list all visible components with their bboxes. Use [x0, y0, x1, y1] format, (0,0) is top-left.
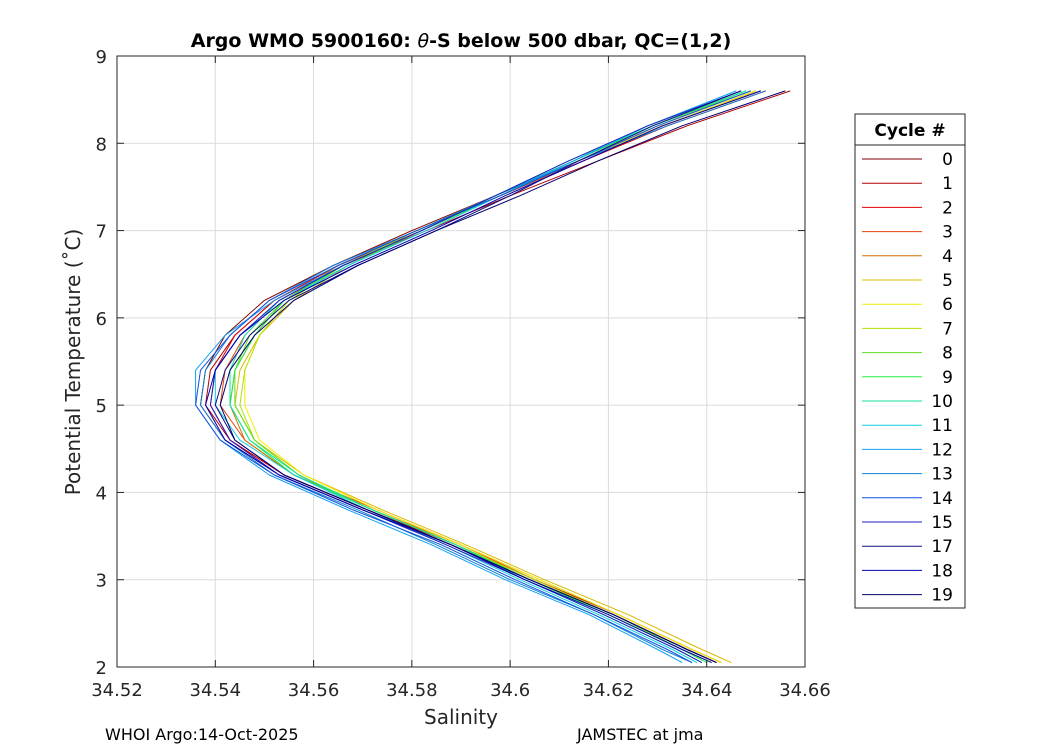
- legend-item-cycle-1: 1: [862, 174, 953, 194]
- y-tick-label: 5: [96, 396, 107, 417]
- legend-label: 15: [931, 513, 953, 533]
- legend-box: [854, 113, 966, 609]
- x-tick-label: 34.54: [190, 680, 242, 701]
- legend-label: 12: [931, 440, 953, 460]
- title-prefix: Argo WMO 5900160:: [191, 30, 418, 52]
- y-tick-label: 4: [96, 483, 107, 504]
- footer-source: WHOI Argo:14-Oct-2025: [105, 725, 299, 744]
- legend-label: 6: [942, 295, 953, 315]
- legend-label: 9: [942, 368, 953, 388]
- y-tick-label: 6: [96, 309, 107, 330]
- chart-title: Argo WMO 5900160: θ-S below 500 dbar, QC…: [191, 30, 732, 52]
- legend-item-cycle-14: 14: [862, 489, 953, 509]
- legend-item-cycle-19: 19: [862, 586, 953, 606]
- grid-lines: [117, 56, 805, 667]
- x-axis-label: Salinity: [424, 705, 498, 729]
- title-theta: θ: [417, 30, 429, 52]
- legend-label: 5: [942, 271, 953, 291]
- y-tick-label: 2: [96, 658, 107, 679]
- legend-item-cycle-2: 2: [862, 198, 953, 218]
- x-tick-label: 34.66: [779, 680, 831, 701]
- legend-item-cycle-0: 0: [862, 150, 953, 170]
- legend-item-cycle-17: 17: [862, 537, 953, 557]
- series-lines: [195, 90, 791, 664]
- axis-ticks: 34.52 34.54 34.56 34.58 34.6 34.62 34.64 34.66 2…: [91, 47, 831, 701]
- legend-label: 7: [942, 319, 953, 339]
- legend-item-cycle-9: 9: [862, 368, 953, 388]
- legend-label: 3: [942, 223, 953, 243]
- y-axis-label: Potential Temperature (˚C): [61, 229, 85, 496]
- legend-item-cycle-15: 15: [862, 513, 953, 533]
- y-tick-label: 3: [96, 571, 107, 592]
- x-tick-label: 34.64: [681, 680, 733, 701]
- legend-item-cycle-4: 4: [862, 247, 953, 267]
- legend-item-cycle-7: 7: [862, 319, 953, 339]
- legend-label: 19: [931, 586, 953, 606]
- legend-item-cycle-10: 10: [862, 392, 953, 412]
- legend-item-cycle-12: 12: [862, 440, 953, 460]
- legend-label: 2: [942, 198, 953, 218]
- legend-item-cycle-5: 5: [862, 271, 953, 291]
- legend-label: 4: [942, 247, 953, 267]
- legend-label: 1: [942, 174, 953, 194]
- legend-label: 17: [931, 537, 953, 557]
- legend-label: 13: [931, 465, 953, 485]
- x-tick-label: 34.52: [91, 680, 143, 701]
- series-line-cycle-13: [200, 90, 766, 664]
- legend-item-cycle-8: 8: [862, 344, 953, 364]
- y-tick-label: 7: [96, 222, 107, 243]
- x-tick-label: 34.58: [386, 680, 438, 701]
- legend-item-cycle-6: 6: [862, 295, 953, 315]
- legend-item-cycle-3: 3: [862, 223, 953, 243]
- series-line-cycle-18: [205, 90, 761, 664]
- legend-item-cycle-11: 11: [862, 416, 953, 436]
- legend-label: 8: [942, 344, 953, 364]
- legend-label: 18: [931, 561, 953, 581]
- legend-label: 11: [931, 416, 953, 436]
- title-suffix: -S below 500 dbar, QC=(1,2): [429, 30, 731, 52]
- legend-label: 0: [942, 150, 953, 170]
- legend-label: 14: [931, 489, 953, 509]
- series-line-cycle-19: [219, 90, 786, 664]
- y-tick-label: 9: [96, 47, 107, 68]
- series-line-cycle-14: [195, 90, 752, 664]
- footer-attribution: JAMSTEC at jma: [577, 725, 704, 744]
- legend-title: Cycle #: [874, 121, 945, 141]
- y-tick-label: 8: [96, 134, 107, 155]
- x-tick-label: 34.56: [288, 680, 340, 701]
- axes-box: [116, 55, 806, 668]
- legend-label: 10: [931, 392, 953, 412]
- legend-item-cycle-13: 13: [862, 465, 953, 485]
- x-tick-label: 34.6: [490, 680, 530, 701]
- x-tick-label: 34.62: [583, 680, 635, 701]
- legend-item-cycle-18: 18: [862, 561, 953, 581]
